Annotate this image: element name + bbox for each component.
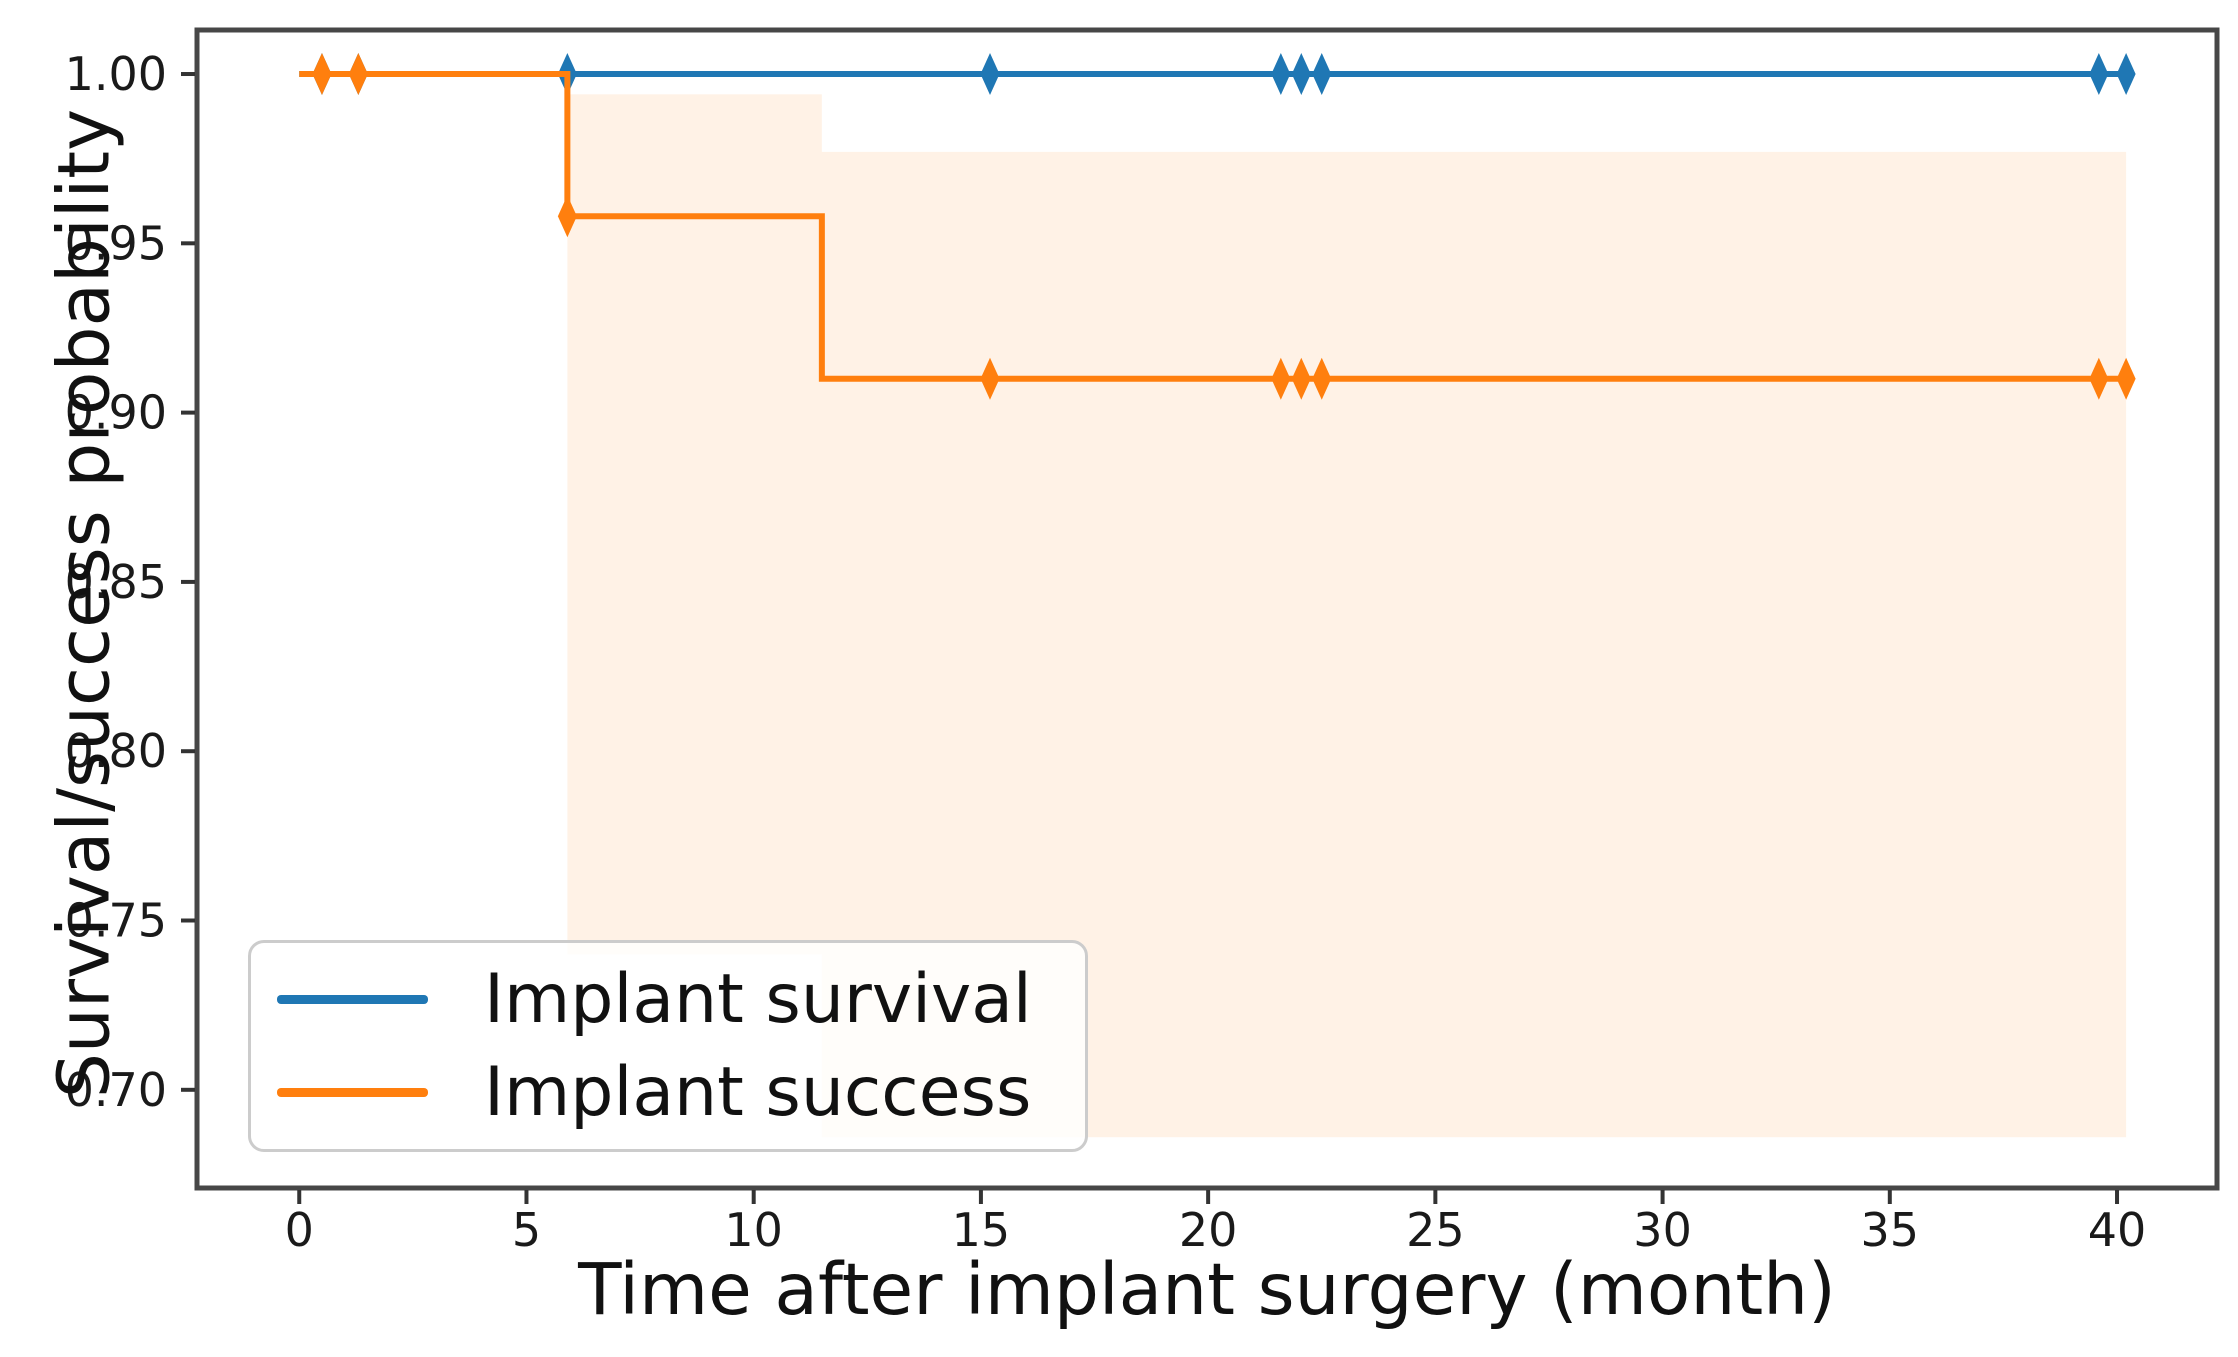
y-tick-label: 0.85 [65, 555, 167, 609]
x-tick-label: 25 [1406, 1203, 1465, 1257]
x-tick-label: 10 [724, 1203, 783, 1257]
y-tick-label: 0.80 [65, 724, 167, 778]
censor-marker [1291, 53, 1311, 96]
legend-item-survival: Implant survival [277, 959, 1085, 1039]
censor-marker [2089, 53, 2109, 96]
confidence-band [567, 94, 822, 955]
x-tick-label: 40 [2088, 1203, 2147, 1257]
legend-label-survival: Implant survival [484, 959, 1032, 1039]
censor-marker [1271, 53, 1291, 96]
censor-marker [1291, 357, 1311, 400]
censor-marker [2116, 53, 2136, 96]
x-axis-label: Time after implant surgery (month) [578, 1248, 1836, 1331]
y-tick-label: 1.00 [65, 47, 167, 101]
legend-label-success: Implant success [484, 1052, 1032, 1132]
censor-marker [2116, 357, 2136, 400]
x-tick-label: 20 [1179, 1203, 1238, 1257]
x-tick-label: 15 [952, 1203, 1011, 1257]
censor-marker [312, 53, 332, 96]
plot-frame [194, 27, 2220, 1191]
x-tick-label: 35 [1861, 1203, 1920, 1257]
censor-marker [348, 53, 368, 96]
success-line-swatch [277, 1088, 428, 1097]
x-tick-label: 5 [512, 1203, 541, 1257]
censor-marker [1312, 53, 1332, 96]
censor-marker [2089, 357, 2109, 400]
x-tick-label: 30 [1633, 1203, 1692, 1257]
y-tick-label: 0.70 [65, 1063, 167, 1117]
legend-item-success: Implant success [277, 1052, 1085, 1132]
censor-marker [1312, 357, 1332, 400]
success-curve [299, 71, 2127, 382]
y-tick-label: 0.95 [65, 216, 167, 270]
censor-marker [557, 195, 577, 238]
survival-line-swatch [277, 995, 428, 1004]
y-tick-label: 0.90 [65, 386, 167, 440]
x-tick-label: 0 [285, 1203, 314, 1257]
censor-marker [980, 357, 1000, 400]
censor-marker [1271, 357, 1291, 400]
censor-marker [980, 53, 1000, 96]
y-tick-label: 0.75 [65, 894, 167, 948]
legend: Implant survival Implant success [248, 940, 1088, 1152]
y-axis-label: Survival/success probability [42, 108, 126, 1099]
